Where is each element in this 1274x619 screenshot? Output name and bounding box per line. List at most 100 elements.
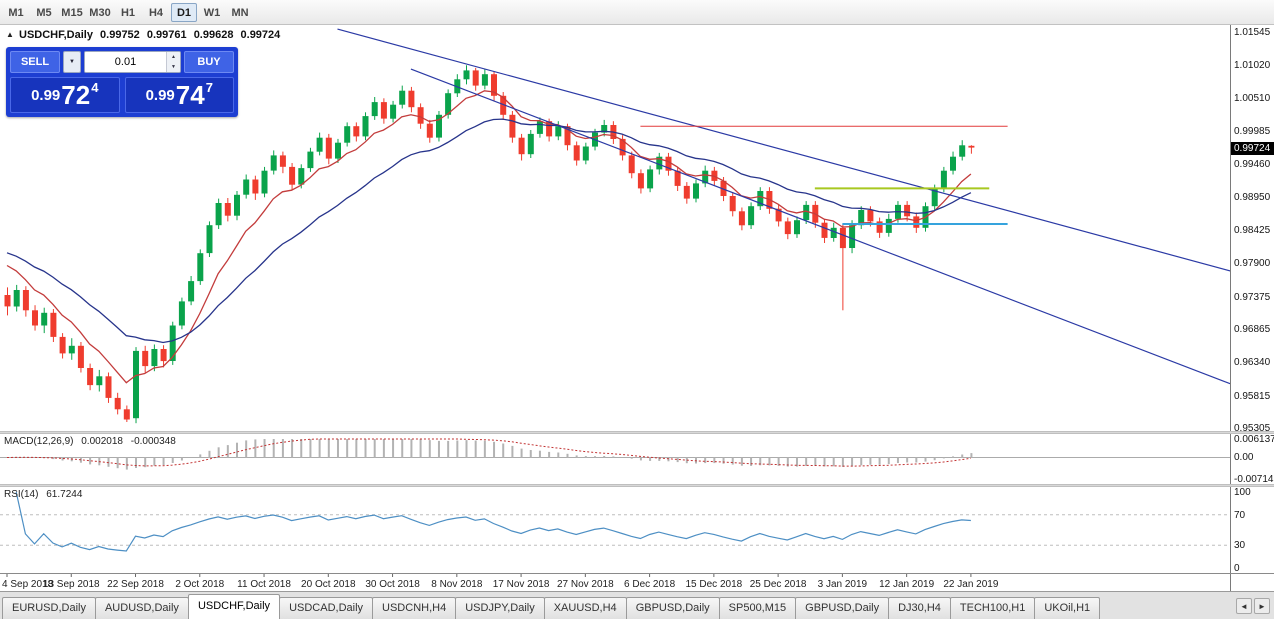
- price-axis-label: 1.01020: [1234, 60, 1271, 72]
- rsi-indicator-label: RSI(14): [4, 489, 39, 500]
- price-axis-label: 0.98950: [1234, 191, 1271, 203]
- price-axis-label: 0.98425: [1234, 225, 1271, 236]
- time-axis-label: 13 Sep 2018: [43, 579, 100, 590]
- time-axis-label: 15 Dec 2018: [686, 579, 743, 590]
- rsi-axis-label: 70: [1234, 509, 1246, 521]
- rsi-header: RSI(14) 61.7244: [4, 489, 87, 500]
- price-axis[interactable]: 0.99724 1.01545 1.01020 1.00510 0.99985 0.99…: [1230, 25, 1274, 591]
- price-axis-label: 0.99460: [1234, 159, 1271, 171]
- price-axis-label: 0.96865: [1234, 324, 1271, 335]
- ohlc-low: 0.99628: [193, 29, 234, 41]
- tab-scroll-left-icon[interactable]: ◄: [1236, 598, 1252, 614]
- price-axis-label: 1.01545: [1234, 27, 1271, 38]
- buy-price-prefix: 0.99: [145, 86, 175, 104]
- time-axis-label: 30 Oct 2018: [365, 579, 420, 590]
- price-axis-label: 0.99985: [1234, 126, 1271, 137]
- pane-splitter[interactable]: [0, 484, 1274, 487]
- buy-price-pip: 7: [205, 79, 213, 95]
- time-axis-label: 25 Dec 2018: [750, 579, 807, 590]
- rsi-axis-label: 0: [1234, 563, 1240, 574]
- time-axis-label: 17 Nov 2018: [493, 579, 550, 590]
- ohlc-close: 0.99724: [240, 29, 281, 41]
- time-axis-label: 6 Dec 2018: [624, 579, 676, 590]
- timeframe-button-m15[interactable]: M15: [61, 6, 83, 19]
- current-price-badge: 0.99724: [1231, 141, 1274, 155]
- buy-price-display[interactable]: 0.99 74 7: [124, 77, 234, 113]
- chart-tab-12-ukoil[interactable]: UKOil,H1: [1034, 597, 1101, 619]
- price-axis-label: 0.95815: [1234, 390, 1271, 402]
- pane-splitter[interactable]: [0, 431, 1274, 434]
- time-axis-label: 12 Jan 2019: [879, 579, 934, 590]
- price-axis-label: 0.97900: [1234, 258, 1271, 270]
- chart-symbol-title: USDCHF,Daily: [19, 29, 93, 41]
- chart-area: 4 Sep 2018 13 Sep 2018 22 Sep 2018 2 Oct 20…: [0, 25, 1274, 591]
- buy-button[interactable]: BUY: [184, 51, 234, 73]
- price-axis-label: 1.00510: [1234, 92, 1271, 104]
- macd-indicator-label: MACD(12,26,9): [4, 436, 74, 447]
- time-axis-label: 20 Oct 2018: [301, 579, 356, 590]
- chart-tab-9-gbpusd[interactable]: GBPUSD,Daily: [795, 597, 890, 619]
- tab-scroll-right-icon[interactable]: ►: [1254, 598, 1270, 614]
- spin-up-icon[interactable]: ▲: [167, 52, 180, 62]
- ohlc-high: 0.99761: [146, 29, 187, 41]
- main-chart-canvas[interactable]: [0, 25, 1230, 431]
- macd-pane-canvas[interactable]: [0, 434, 1230, 484]
- rsi-axis-label: 100: [1234, 487, 1251, 498]
- volume-dropdown[interactable]: ▼: [63, 51, 81, 73]
- timeframe-button-m30[interactable]: M30: [89, 6, 111, 19]
- buy-price-big: 74: [175, 80, 205, 110]
- volume-input[interactable]: [85, 52, 166, 72]
- time-axis-label: 3 Jan 2019: [818, 579, 868, 590]
- chart-tab-1-audusd[interactable]: AUDUSD,Daily: [94, 597, 189, 619]
- timeframe-button-m1[interactable]: M1: [8, 6, 24, 19]
- chart-ohlc-readout: USDCHF,Daily 0.99752 0.99761 0.99628 0.9…: [19, 29, 284, 41]
- chart-tab-3-usdcad[interactable]: USDCAD,Daily: [279, 597, 374, 619]
- time-axis-label: 4 Sep 2018: [2, 579, 54, 590]
- timeframe-button-h1[interactable]: H1: [120, 6, 136, 19]
- timeframe-toolbar: M1 M5 M15 M30 H1 H4 D1 W1 MN: [0, 0, 1274, 25]
- chart-tabs-bar: EURUSD,Daily AUDUSD,Daily USDCHF,Daily USDC…: [0, 591, 1274, 619]
- chart-tab-2-usdchf[interactable]: USDCHF,Daily: [187, 594, 281, 619]
- timeframe-button-d1[interactable]: D1: [171, 2, 197, 22]
- time-axis-label: 22 Jan 2019: [943, 579, 998, 590]
- chart-tabs: EURUSD,Daily AUDUSD,Daily USDCHF,Daily USDC…: [2, 592, 1101, 619]
- price-axis-label: 0.95305: [1234, 423, 1271, 434]
- chart-tab-0-eurusd[interactable]: EURUSD,Daily: [2, 597, 96, 619]
- spin-down-icon[interactable]: ▼: [167, 62, 180, 72]
- chart-tab-11-tech100[interactable]: TECH100,H1: [949, 597, 1036, 619]
- timeframe-button-w1[interactable]: W1: [203, 6, 221, 19]
- tab-scroll-controls: ◄ ►: [1236, 598, 1274, 619]
- time-axis-label: 27 Nov 2018: [557, 579, 614, 590]
- timeframe-button-m5[interactable]: M5: [36, 6, 52, 19]
- chart-tab-10-dj30[interactable]: DJ30,H4: [888, 597, 951, 619]
- macd-axis-label: 0.006137: [1234, 434, 1274, 445]
- price-axis-label: 0.96340: [1234, 357, 1271, 369]
- one-click-collapse-icon[interactable]: ▲: [6, 30, 14, 39]
- one-click-trading-panel: SELL ▼ ▲ ▼ BUY 0.99 72 4: [6, 47, 238, 117]
- macd-axis-label: -0.007142: [1234, 474, 1274, 485]
- timeframe-button-mn[interactable]: MN: [231, 6, 249, 19]
- macd-header: MACD(12,26,9) 0.002018 -0.000348: [4, 436, 181, 447]
- timeframe-button-h4[interactable]: H4: [148, 6, 164, 19]
- chart-tab-4-usdcnh[interactable]: USDCNH,H4: [372, 597, 457, 619]
- chart-tab-7-gbpusd[interactable]: GBPUSD,Daily: [625, 597, 720, 619]
- sell-price-big: 72: [61, 80, 91, 110]
- rsi-value: 61.7244: [46, 489, 83, 500]
- ohlc-open: 0.99752: [100, 29, 140, 41]
- macd-signal-value: -0.000348: [130, 436, 176, 447]
- chart-tab-5-usdjpy[interactable]: USDJPY,Daily: [455, 597, 545, 619]
- time-axis-label: 2 Oct 2018: [175, 579, 224, 590]
- volume-input-group: ▲ ▼: [84, 51, 181, 73]
- macd-axis-label: 0.00: [1234, 452, 1254, 464]
- time-axis-label: 11 Oct 2018: [237, 579, 291, 590]
- sell-price-pip: 4: [91, 79, 99, 95]
- sell-price-display[interactable]: 0.99 72 4: [10, 77, 120, 113]
- rsi-pane-canvas[interactable]: [0, 487, 1230, 573]
- sell-button[interactable]: SELL: [10, 51, 60, 73]
- chart-tab-6-xauusd[interactable]: XAUUSD,H4: [543, 597, 627, 619]
- time-axis-separator: [0, 573, 1274, 574]
- chart-tab-8-sp500[interactable]: SP500,M15: [718, 597, 797, 619]
- sell-price-prefix: 0.99: [31, 86, 61, 104]
